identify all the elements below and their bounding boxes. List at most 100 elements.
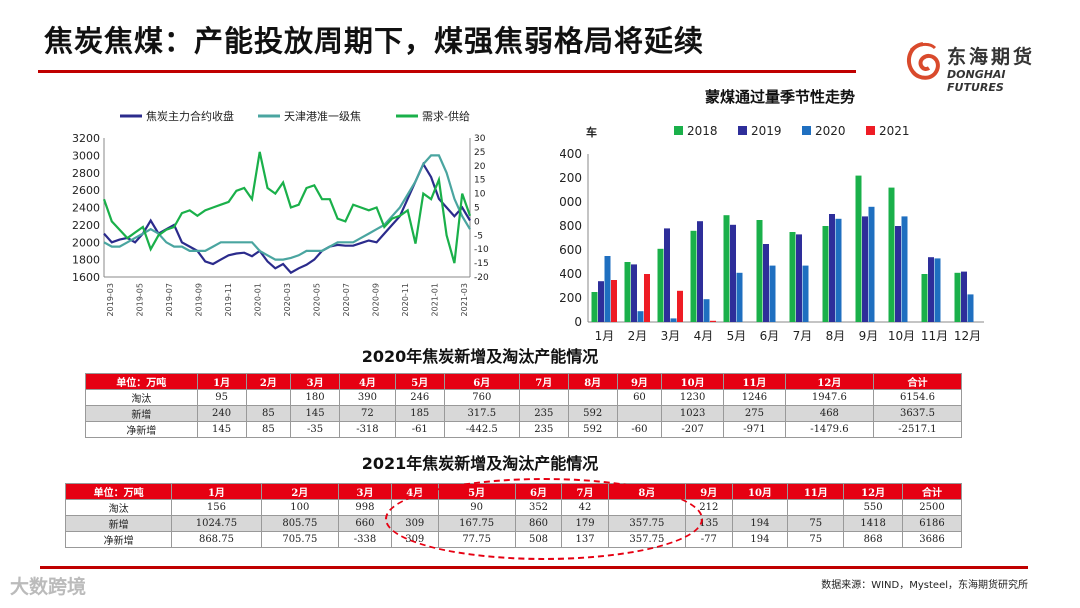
bar-2019: [961, 271, 967, 322]
header-cell: 7月: [518, 373, 569, 390]
header-cell: 3月: [290, 373, 341, 390]
bar-2019: [598, 281, 604, 322]
x-tick: 2019-07: [165, 283, 174, 316]
x-tick: 4月: [694, 329, 714, 343]
header-cell: 9月: [685, 483, 733, 500]
x-tick: 2020-01: [254, 283, 263, 316]
y-right-tick: -10: [474, 245, 489, 255]
table-cell: -61: [394, 421, 445, 438]
header-cell: 12月: [784, 373, 874, 390]
table-cell: 6154.6: [872, 389, 963, 406]
bar-2021: [611, 280, 617, 322]
table-cell: -77: [685, 531, 733, 548]
table-cell: -1479.6: [784, 421, 874, 438]
legend-label: 2018: [687, 124, 718, 138]
header-cell: 11月: [787, 483, 845, 500]
y-right-tick: 25: [474, 148, 485, 158]
y-tick: 1000: [560, 195, 582, 209]
table-cell: 317.5: [443, 405, 520, 422]
table-cell: 592: [567, 421, 618, 438]
capacity-table-2020: 单位：万吨 1月 2月 3月 4月 5月 6月 7月 8月 9月 10月 11月 12月 合计 淘汰 95 18…: [85, 373, 963, 438]
bar-2019: [862, 216, 868, 322]
bar-2018: [822, 226, 829, 322]
table-cell: -2517.1: [872, 421, 963, 438]
legend-label: 天津港准一级焦: [284, 110, 361, 123]
bar-chart-title: 蒙煤通过量季节性走势: [705, 88, 855, 106]
bar-2019: [631, 264, 637, 322]
bar-2018: [888, 187, 895, 322]
bar-2018: [921, 274, 928, 322]
y-left-tick: 2000: [72, 236, 100, 249]
table-2021-title: 2021年焦炭新增及淘汰产能情况: [361, 454, 599, 473]
legend-label: 2020: [815, 124, 846, 138]
x-tick: 6月: [760, 329, 780, 343]
bar-2019: [697, 221, 703, 322]
table-cell: 235: [518, 421, 569, 438]
table-cell: 100: [260, 499, 339, 516]
logo-text-en: DONGHAI FUTURES: [947, 68, 1006, 94]
table-cell: 868: [843, 531, 904, 548]
series-line-3: [102, 151, 472, 264]
bar-2019: [928, 257, 934, 322]
x-tick: 2019-09: [195, 283, 204, 316]
bar-2018: [954, 272, 961, 322]
table-cell: 180: [290, 389, 341, 406]
header-cell: 单位：万吨: [64, 483, 173, 500]
bar-2020: [901, 216, 908, 322]
legend-label: 2021: [879, 124, 910, 138]
table-cell: -338: [337, 531, 393, 548]
table-cell: 246: [394, 389, 445, 406]
table-cell: 156: [171, 499, 262, 516]
table-cell: 淘汰: [85, 389, 198, 406]
bar-2018: [756, 220, 763, 322]
y-tick: 600: [560, 243, 582, 257]
table-cell: 705.75: [260, 531, 339, 548]
data-source: 数据来源：WIND，Mysteel，东海期货研究所: [821, 580, 1028, 591]
table-cell: 194: [731, 531, 789, 548]
legend-swatch: [738, 126, 747, 135]
table-cell: 1024.75: [171, 515, 262, 532]
bar-2019: [796, 234, 802, 322]
y-left-tick: 3200: [72, 132, 100, 145]
logo-swirl-icon: [906, 42, 940, 80]
table-cell: 新增: [64, 515, 173, 532]
y-right-tick: -5: [474, 231, 483, 241]
header-cell: 合计: [872, 373, 963, 390]
bar-2018: [657, 248, 664, 322]
y-left-tick: 1800: [72, 254, 100, 267]
table-cell: 660: [337, 515, 393, 532]
table-cell: 185: [394, 405, 445, 422]
header-cell: 11月: [723, 373, 786, 390]
table-2020-title: 2020年焦炭新增及淘汰产能情况: [361, 347, 599, 366]
table-cell: 1230: [661, 389, 725, 406]
table-cell: 60: [616, 389, 663, 406]
legend-label: 需求-供给: [422, 109, 470, 123]
bar-2020: [835, 218, 842, 322]
table-row: 新增 240 85 145 72 185 317.5 235 592 1023 275 468 3637…: [85, 405, 963, 422]
y-left-tick: 3000: [72, 149, 100, 162]
header-cell: 4月: [339, 373, 396, 390]
y-tick: 1200: [560, 171, 582, 185]
table-cell: 805.75: [260, 515, 339, 532]
coke-price-line-chart: 焦炭主力合约收盘 天津港准一级焦 需求-供给 1600 1800 2000 2200 2400…: [72, 109, 489, 316]
logo-text-cn: 东海期货: [947, 46, 1036, 68]
x-tick: 2019-05: [136, 283, 145, 316]
bar-2020: [967, 294, 974, 322]
table-cell: 净新增: [85, 421, 198, 438]
table-cell: -971: [723, 421, 786, 438]
table-cell: 235: [518, 405, 569, 422]
table-cell: -60: [616, 421, 663, 438]
table-cell: 998: [337, 499, 393, 516]
table-row: 淘汰 95 180 390 246 760 60 1230 1246 1947.6 6154.6: [85, 389, 963, 406]
header-cell: 2月: [245, 373, 292, 390]
x-tick: 2021-03: [460, 283, 469, 316]
bar-2019: [829, 214, 835, 322]
table-cell: 240: [196, 405, 247, 422]
bar-2020: [934, 258, 941, 322]
table-cell: 1418: [843, 515, 904, 532]
table-cell: 3686: [902, 531, 962, 548]
bar-2020: [769, 265, 776, 322]
y-left-tick: 2200: [72, 219, 100, 232]
company-logo: 东海期货 DONGHAI FUTURES: [903, 40, 1053, 94]
